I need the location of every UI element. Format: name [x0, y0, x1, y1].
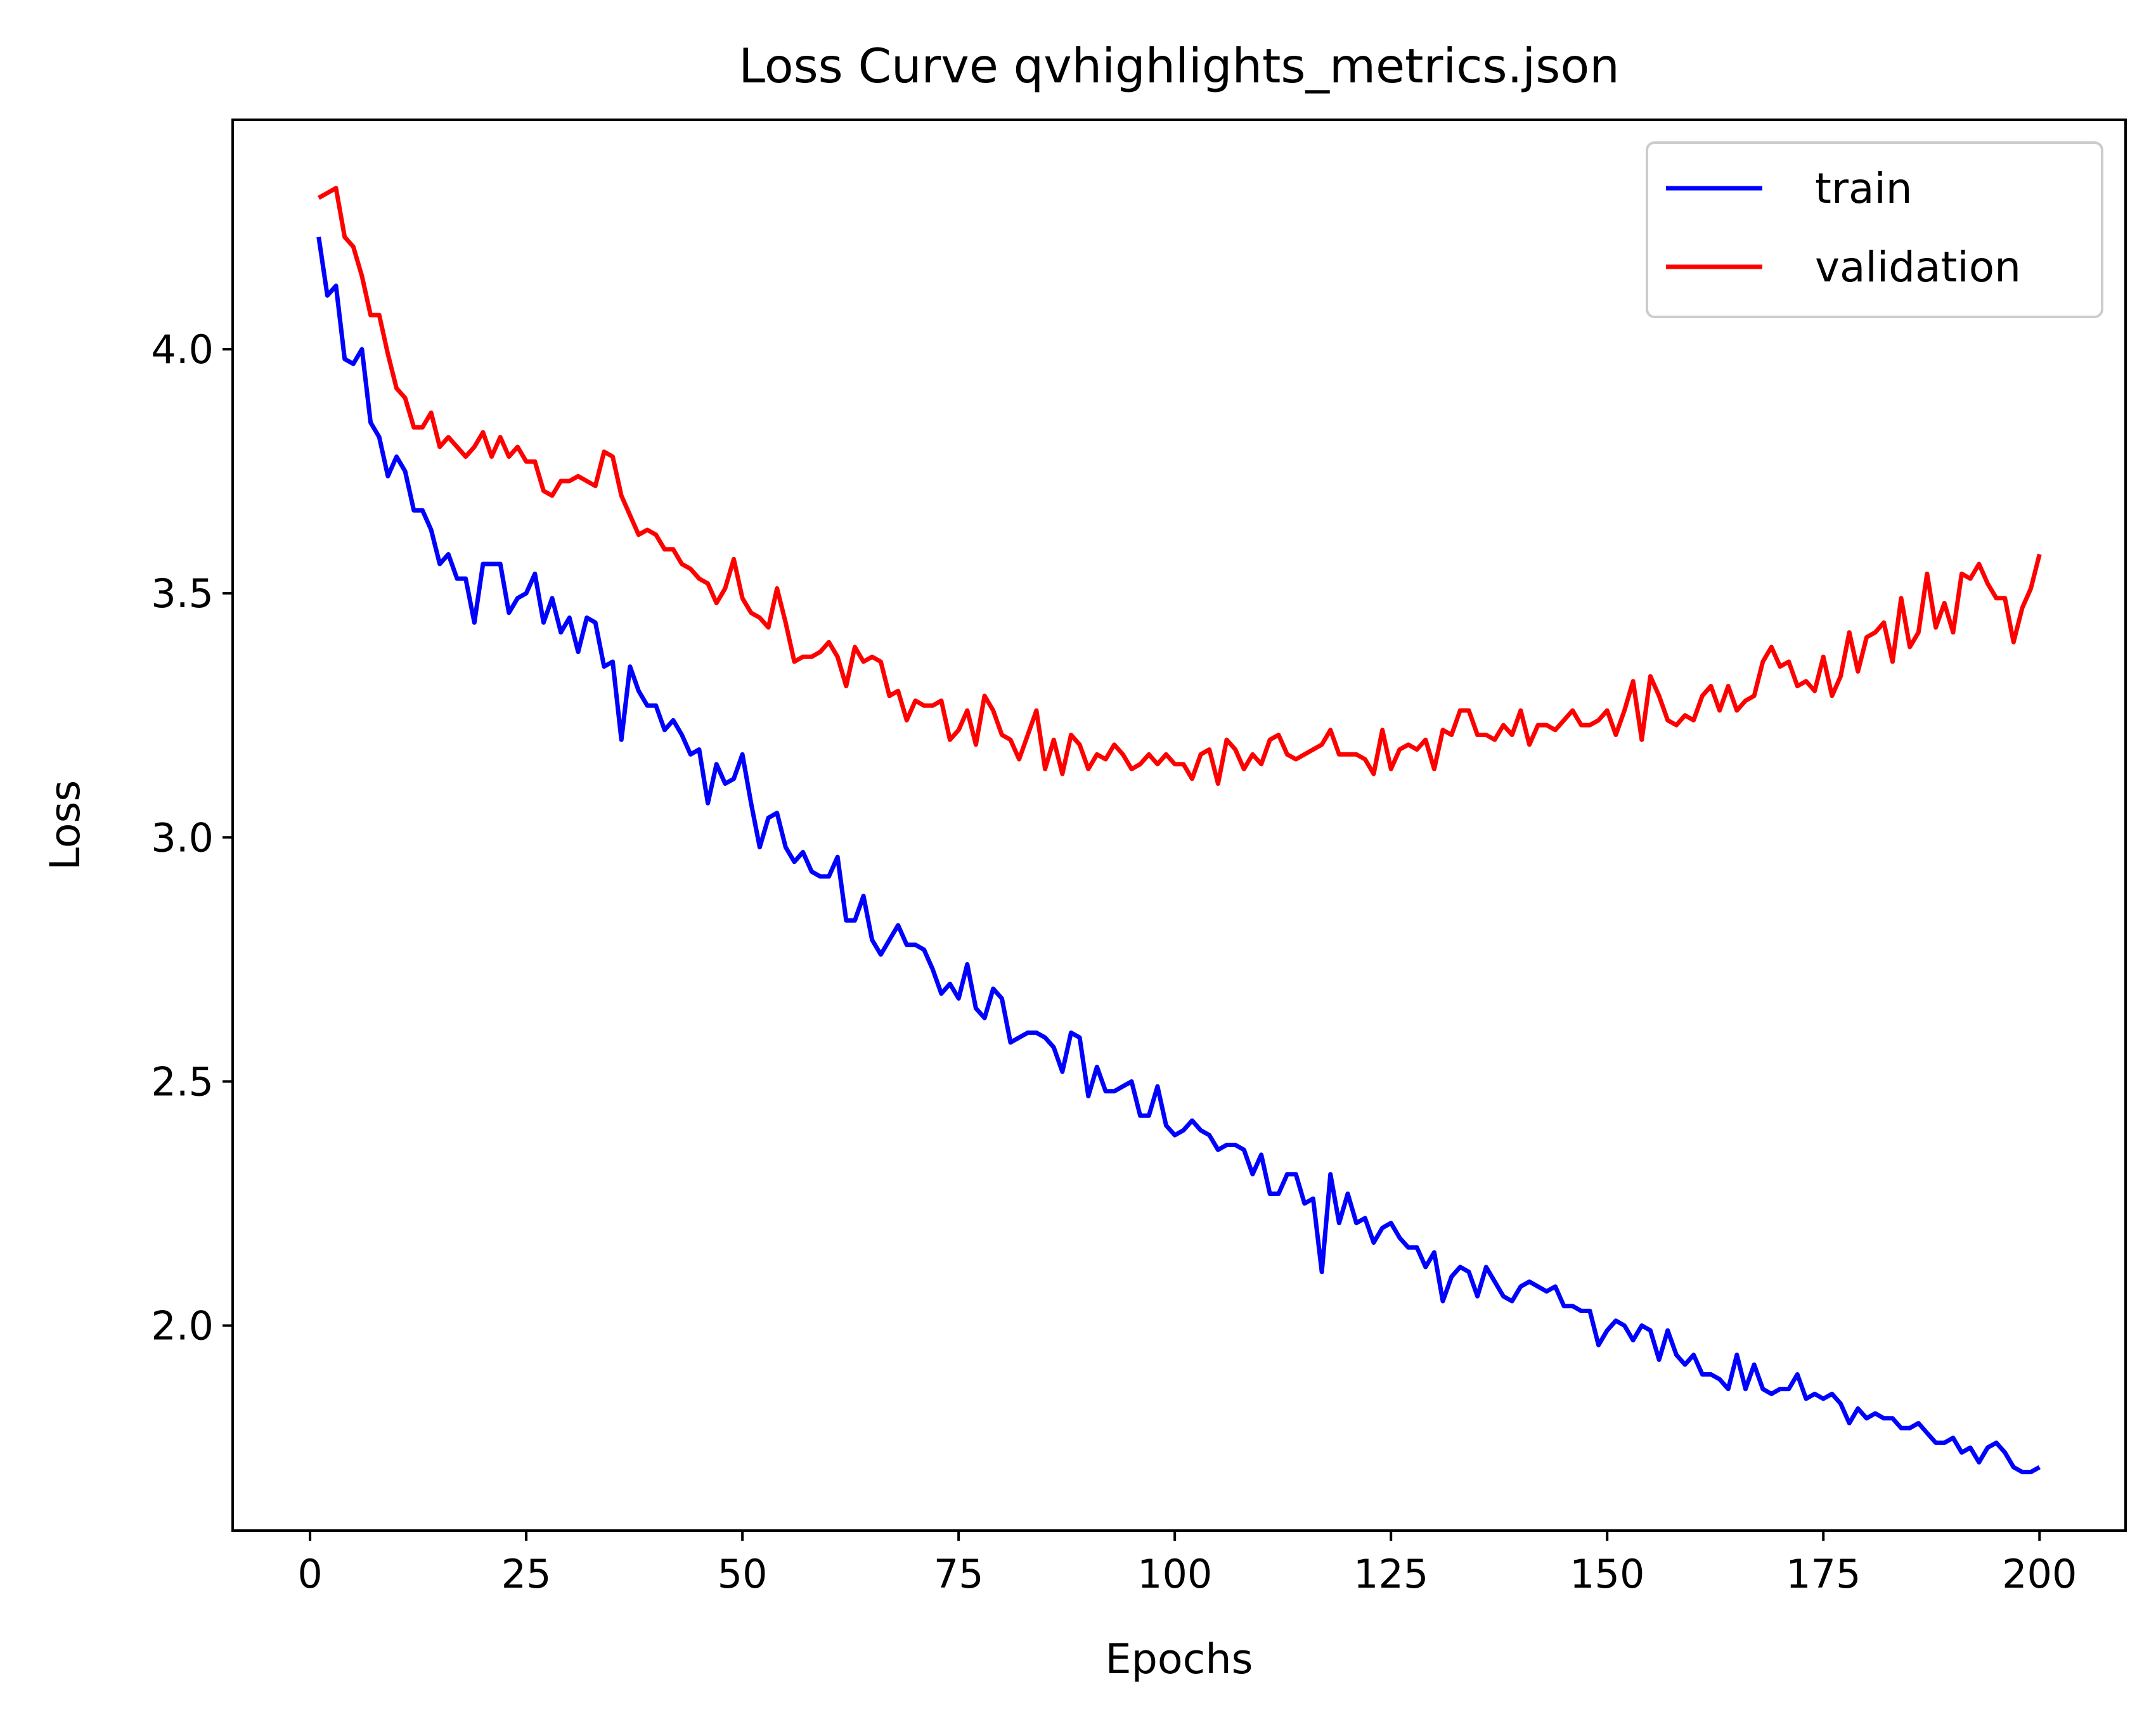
- y-tick-label: 2.5: [151, 1058, 214, 1105]
- y-tick-label: 4.0: [151, 326, 214, 373]
- x-axis-ticks: 0 25 50 75 100 125 150 175 200: [297, 1531, 2077, 1597]
- y-tick-label: 3.0: [151, 814, 214, 861]
- legend-label-validation: validation: [1815, 243, 2021, 292]
- y-tick-label: 3.5: [151, 570, 214, 617]
- series-line-validation: [317, 186, 2042, 786]
- x-tick-label: 75: [934, 1551, 984, 1597]
- legend-label-train: train: [1815, 164, 1913, 213]
- plot-area: [231, 119, 2127, 1532]
- x-tick-label: 125: [1353, 1551, 1428, 1597]
- x-tick-label: 200: [2002, 1551, 2077, 1597]
- x-tick-label: 175: [1786, 1551, 1861, 1597]
- x-tick-label: 50: [718, 1551, 768, 1597]
- x-tick-label: 150: [1570, 1551, 1644, 1597]
- series-line-train: [316, 236, 2041, 1475]
- y-axis-label: Loss: [42, 780, 89, 871]
- chart-title: Loss Curve qvhighlights_metrics.json: [739, 38, 1620, 94]
- y-tick-label: 2.0: [151, 1302, 214, 1349]
- x-tick-label: 0: [297, 1551, 322, 1597]
- plot-frame: [231, 119, 2127, 1532]
- x-axis-label: Epochs: [1106, 1636, 1253, 1683]
- legend: train validation: [1646, 141, 2103, 318]
- x-tick-label: 25: [501, 1551, 552, 1597]
- x-tick-label: 100: [1137, 1551, 1212, 1597]
- series-lines: [316, 186, 2042, 1475]
- y-axis-ticks: 2.0 2.5 3.0 3.5 4.0: [151, 326, 233, 1349]
